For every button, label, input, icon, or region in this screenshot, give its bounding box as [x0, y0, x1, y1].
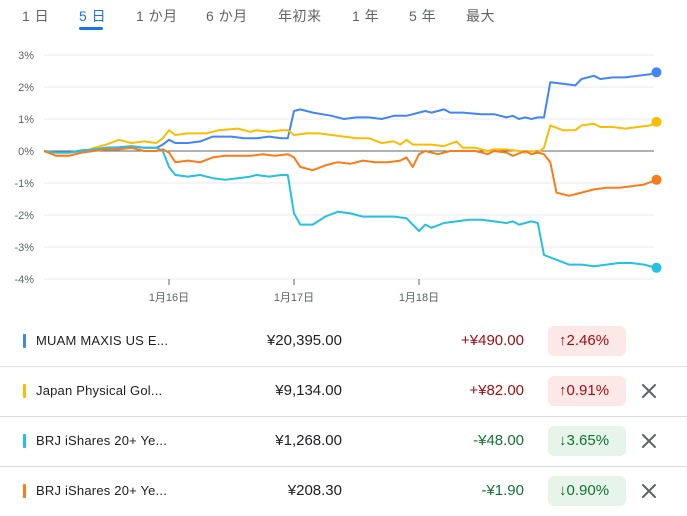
arrow-icon: ↑ — [559, 332, 567, 349]
list-item[interactable]: MUAM MAXIS US E... ¥20,395.00 +¥490.00 ↑… — [0, 317, 687, 367]
price-change: -¥1.90 — [481, 482, 524, 499]
tab-1-year[interactable]: 1 年 — [352, 8, 380, 24]
series-color-swatch — [23, 484, 26, 498]
series-color-swatch — [23, 334, 26, 348]
security-price: ¥20,395.00 — [266, 332, 342, 349]
series-end-point — [651, 174, 662, 185]
comparison-list: MUAM MAXIS US E... ¥20,395.00 +¥490.00 ↑… — [0, 317, 687, 516]
price-change: -¥48.00 — [473, 432, 524, 449]
arrow-icon: ↓ — [559, 482, 567, 499]
percent-change: 3.65% — [566, 432, 610, 449]
percent-change-badge: ↑0.91% — [548, 376, 626, 406]
percent-change-badge: ↓0.90% — [548, 476, 626, 506]
tab-6-month[interactable]: 6 か月 — [206, 8, 248, 24]
list-item[interactable]: Japan Physical Gol... ¥9,134.00 +¥82.00 … — [0, 367, 687, 417]
x-tick-label: 1月17日 — [274, 292, 314, 304]
close-icon[interactable] — [639, 381, 659, 401]
arrow-icon: ↑ — [559, 382, 567, 399]
percent-change: 2.46% — [566, 332, 610, 349]
percent-change-badge: ↑2.46% — [548, 326, 626, 356]
series-color-swatch — [23, 384, 26, 398]
series-line-gold — [43, 121, 657, 157]
security-name: MUAM MAXIS US E... — [36, 333, 169, 348]
security-price: ¥9,134.00 — [275, 382, 342, 399]
comparison-chart[interactable]: 3% 2% 1% 0% -1% -2% -3% -4% 1月16日 1月17日 1月18日 — [0, 40, 687, 312]
security-name: BRJ iShares 20+ Ye... — [36, 433, 168, 448]
series-line-brj-1 — [43, 145, 657, 269]
tab-max[interactable]: 最大 — [466, 8, 495, 24]
y-tick-label: 1% — [18, 114, 34, 126]
tab-1-day[interactable]: 1 日 — [22, 8, 50, 24]
x-tick-label: 1月16日 — [149, 292, 189, 304]
list-item[interactable]: BRJ iShares 20+ Ye... ¥1,268.00 -¥48.00 … — [0, 417, 687, 467]
series-end-point — [651, 262, 662, 273]
series-line-brj-2 — [43, 146, 657, 197]
series-end-point — [651, 67, 662, 78]
y-tick-label: -1% — [14, 178, 34, 190]
tab-ytd[interactable]: 年初来 — [278, 8, 322, 24]
percent-change: 0.91% — [566, 382, 610, 399]
security-price: ¥1,268.00 — [275, 432, 342, 449]
x-tick-label: 1月18日 — [399, 292, 439, 304]
y-tick-label: -2% — [14, 210, 34, 222]
price-change: +¥490.00 — [461, 332, 524, 349]
tab-5-day[interactable]: 5 日 — [79, 8, 107, 24]
tab-1-month[interactable]: 1 か月 — [136, 8, 178, 24]
range-tabs: 1 日 5 日 1 か月 6 か月 年初来 1 年 5 年 最大 — [0, 0, 687, 34]
security-price: ¥208.30 — [287, 482, 342, 499]
tab-5-year[interactable]: 5 年 — [409, 8, 437, 24]
y-tick-label: -3% — [14, 242, 34, 254]
percent-change-badge: ↓3.65% — [548, 426, 626, 456]
series-color-swatch — [23, 434, 26, 448]
close-icon[interactable] — [639, 431, 659, 451]
active-tab-indicator — [79, 27, 103, 30]
security-name: Japan Physical Gol... — [36, 383, 163, 398]
series-end-point — [651, 116, 662, 127]
arrow-icon: ↓ — [559, 432, 567, 449]
y-tick-label: -4% — [14, 274, 34, 286]
security-name: BRJ iShares 20+ Ye... — [36, 483, 168, 498]
close-icon[interactable] — [639, 481, 659, 501]
y-tick-label: 3% — [18, 50, 34, 62]
y-tick-label: 2% — [18, 82, 34, 94]
list-item[interactable]: BRJ iShares 20+ Ye... ¥208.30 -¥1.90 ↓0.… — [0, 467, 687, 516]
percent-change: 0.90% — [566, 482, 610, 499]
series-line-muam — [43, 71, 657, 154]
y-tick-label: 0% — [18, 146, 34, 158]
price-change: +¥82.00 — [469, 382, 524, 399]
